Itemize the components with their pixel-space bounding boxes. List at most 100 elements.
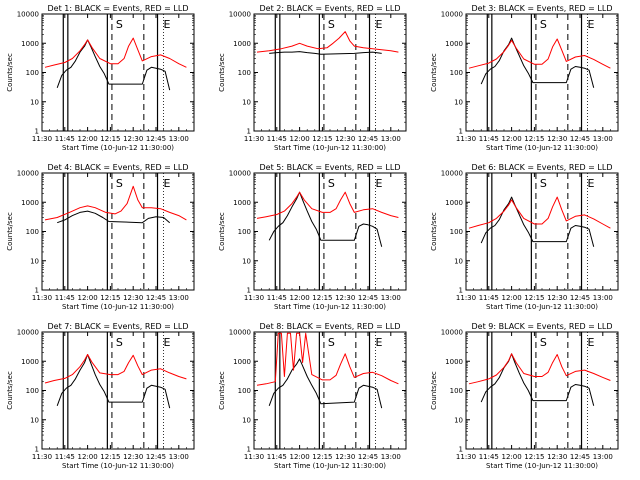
x-tick-label: 12:00 — [290, 294, 310, 302]
series-line-events — [268, 358, 383, 409]
x-axis-label: Start Time (10-Jun-12 11:30:00) — [486, 462, 598, 470]
plot-frame — [253, 13, 407, 132]
y-tick-label: 100 — [26, 69, 39, 77]
y-axis-label: Counts/sec — [218, 53, 226, 92]
y-tick-label: 1 — [35, 128, 39, 136]
x-tick-label: 11:30 — [244, 294, 264, 302]
y-tick-label: 1000 — [233, 40, 251, 48]
y-tick-label: 10000 — [17, 11, 39, 19]
x-tick-label: 11:45 — [479, 135, 499, 143]
x-tick-label: 12:00 — [290, 135, 310, 143]
detector-panel-2: Det 2: BLACK = Events, RED = LLD 1 10 100 10… — [218, 4, 407, 152]
y-tick-label: 100 — [238, 69, 251, 77]
x-tick-label: 11:30 — [244, 135, 264, 143]
x-axis-label: Start Time (10-Jun-12 11:30:00) — [274, 462, 386, 470]
x-axis-label: Start Time (10-Jun-12 11:30:00) — [274, 303, 386, 311]
y-tick-label: 1000 — [21, 199, 39, 207]
detector-panel-1: Det 1: BLACK = Events, RED = LLD 1 10 100 10… — [6, 4, 195, 152]
x-tick-label: 13:00 — [381, 135, 401, 143]
x-tick-label: 13:00 — [593, 453, 613, 461]
x-tick-label: 12:15 — [100, 135, 120, 143]
y-tick-label: 1000 — [233, 199, 251, 207]
x-tick-label: 11:30 — [456, 294, 476, 302]
y-tick-label: 1 — [459, 287, 463, 295]
plot-frame — [253, 172, 407, 291]
x-tick-label: 13:00 — [381, 294, 401, 302]
y-tick-label: 10000 — [441, 170, 463, 178]
y-tick-label: 1 — [459, 128, 463, 136]
detector-panel-5: Det 5: BLACK = Events, RED = LLD 1 10 100 10… — [218, 163, 407, 311]
panel-title: Det 8: BLACK = Events, RED = LLD — [260, 322, 401, 331]
start-annotation: S — [328, 177, 335, 190]
y-tick-label: 100 — [26, 228, 39, 236]
series-line-events — [480, 353, 595, 406]
y-tick-label: 1000 — [445, 358, 463, 366]
x-tick-label: 12:30 — [547, 453, 567, 461]
x-tick-label: 13:00 — [169, 294, 189, 302]
start-annotation: S — [540, 336, 547, 349]
x-tick-label: 11:45 — [55, 135, 75, 143]
x-tick-label: 11:30 — [456, 453, 476, 461]
end-annotation: E — [164, 18, 171, 31]
x-tick-label: 12:00 — [78, 135, 98, 143]
x-tick-label: 12:45 — [358, 135, 378, 143]
x-tick-label: 12:00 — [290, 453, 310, 461]
x-tick-label: 12:45 — [146, 294, 166, 302]
detector-panel-9: Det 9: BLACK = Events, RED = LLD 1 10 100 10… — [430, 322, 619, 470]
y-tick-label: 1000 — [233, 358, 251, 366]
y-tick-label: 10000 — [441, 329, 463, 337]
x-tick-label: 13:00 — [593, 135, 613, 143]
x-axis-label: Start Time (10-Jun-12 11:30:00) — [274, 144, 386, 152]
x-tick-label: 12:30 — [335, 453, 355, 461]
detector-panel-8: Det 8: BLACK = Events, RED = LLD 1 10 100 10… — [218, 322, 407, 470]
y-tick-label: 10000 — [229, 329, 251, 337]
start-annotation: S — [328, 336, 335, 349]
series-line-events — [480, 196, 595, 247]
series-line-lld — [468, 38, 611, 69]
x-tick-label: 12:15 — [524, 453, 544, 461]
x-tick-label: 13:00 — [381, 453, 401, 461]
y-tick-label: 100 — [450, 387, 463, 395]
series-line-lld — [468, 196, 611, 229]
y-tick-label: 10000 — [229, 11, 251, 19]
x-tick-label: 12:45 — [146, 135, 166, 143]
x-tick-label: 12:30 — [547, 135, 567, 143]
y-axis-label: Counts/sec — [430, 371, 438, 410]
end-annotation: E — [588, 18, 595, 31]
y-tick-label: 10000 — [229, 170, 251, 178]
y-tick-label: 10 — [454, 257, 463, 265]
y-axis-label: Counts/sec — [6, 212, 14, 251]
series-line-events — [480, 37, 595, 88]
x-tick-label: 12:15 — [524, 294, 544, 302]
end-annotation: E — [376, 336, 383, 349]
x-tick-label: 12:45 — [570, 135, 590, 143]
y-tick-label: 10 — [30, 98, 39, 106]
x-tick-label: 11:45 — [267, 135, 287, 143]
end-annotation: E — [588, 336, 595, 349]
x-axis-label: Start Time (10-Jun-12 11:30:00) — [62, 144, 174, 152]
x-tick-label: 11:45 — [267, 453, 287, 461]
x-tick-label: 12:15 — [312, 453, 332, 461]
end-annotation: E — [164, 336, 171, 349]
detector-panel-3: Det 3: BLACK = Events, RED = LLD 1 10 100 10… — [430, 4, 619, 152]
x-tick-label: 13:00 — [593, 294, 613, 302]
end-annotation: E — [376, 18, 383, 31]
y-tick-label: 1000 — [445, 40, 463, 48]
y-tick-label: 1 — [459, 446, 463, 454]
x-tick-label: 12:15 — [312, 294, 332, 302]
x-axis-label: Start Time (10-Jun-12 11:30:00) — [62, 303, 174, 311]
start-annotation: S — [540, 18, 547, 31]
x-tick-label: 11:30 — [32, 453, 52, 461]
y-tick-label: 1 — [247, 446, 251, 454]
x-tick-label: 13:00 — [169, 135, 189, 143]
y-tick-label: 100 — [26, 387, 39, 395]
series-line-lld — [44, 37, 187, 68]
x-tick-label: 12:00 — [502, 453, 522, 461]
panel-title: Det 9: BLACK = Events, RED = LLD — [472, 322, 613, 331]
series-line-events — [269, 51, 382, 55]
series-line-events — [268, 191, 383, 247]
y-tick-label: 1 — [35, 446, 39, 454]
panel-title: Det 3: BLACK = Events, RED = LLD — [472, 4, 613, 13]
y-tick-label: 1000 — [21, 358, 39, 366]
series-line-events — [56, 39, 171, 91]
